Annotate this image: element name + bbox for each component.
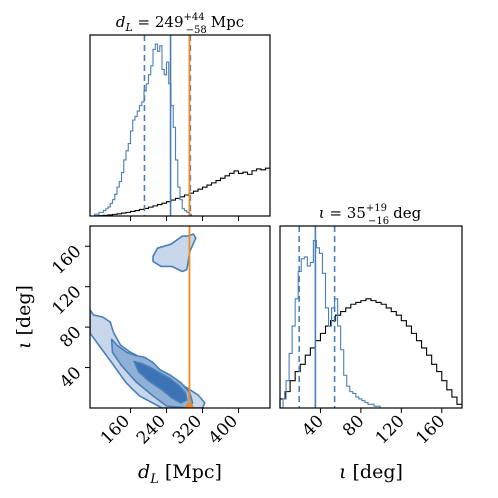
iota-axis-y-symbol: ι xyxy=(13,341,35,348)
iota-x-tick-label: 40 xyxy=(299,411,328,440)
iota-marginal-frame xyxy=(279,225,463,409)
iota-title-minus: −16 xyxy=(368,216,389,227)
iota-y-tick-label: 80 xyxy=(56,323,85,352)
dl-title: dL = 249+44 −58 Mpc xyxy=(116,12,244,36)
contour-level-4 xyxy=(133,360,188,404)
dl-axis-label: dL [Mpc] xyxy=(138,461,222,487)
contour-level-2 xyxy=(152,233,197,273)
iota-title-plus: +19 xyxy=(366,203,387,214)
iota-prior-histogram xyxy=(279,298,462,408)
dl-marginal-panel: dL = 249+44 −58 Mpc xyxy=(89,12,271,217)
iota-y-tick-label: 120 xyxy=(48,282,85,319)
joint-contour-panel xyxy=(89,225,271,409)
iota-x-tick-label: 80 xyxy=(339,411,368,440)
dl-tick-label: 240 xyxy=(133,411,170,448)
dl-title-eq: = xyxy=(133,13,155,31)
dl-title-plus: +44 xyxy=(184,12,205,23)
contour-injection-marker xyxy=(185,403,194,408)
dl-title-value: 249 xyxy=(155,13,184,31)
iota-y-tick-label: 160 xyxy=(48,242,85,279)
iota-title-unit: deg xyxy=(393,204,421,222)
dl-title-symbol: d xyxy=(116,13,126,31)
dl-title-subscript: L xyxy=(124,21,132,34)
dl-tick-label: 400 xyxy=(205,411,242,448)
iota-axis-x-unit: [deg] xyxy=(353,461,403,483)
dl-tick-label: 320 xyxy=(169,411,206,448)
dl-title-minus: −58 xyxy=(186,25,207,36)
iota-title: ι = 35+19 −16 deg xyxy=(319,203,422,227)
iota-posterior-histogram xyxy=(280,240,462,409)
iota-marginal-panel: ι = 35+19 −16 deg xyxy=(279,203,463,409)
iota-x-tick-label: 160 xyxy=(412,411,449,448)
iota-axis-label-y: ι [deg] xyxy=(13,285,35,349)
iota-title-eq: = xyxy=(325,204,347,222)
dl-axis-symbol: d xyxy=(138,461,150,483)
dl-marginal-frame xyxy=(89,34,271,217)
iota-axis-y-unit: [deg] xyxy=(13,285,35,335)
joint-contour-frame xyxy=(89,225,271,409)
iota-axis-label-x: ι [deg] xyxy=(339,461,403,483)
iota-title-value: 35 xyxy=(347,204,366,222)
iota-x-tick-label: 120 xyxy=(372,411,409,448)
dl-tick-label: 160 xyxy=(97,411,134,448)
dl-axis-subscript: L xyxy=(149,472,159,487)
iota-y-tick-label: 40 xyxy=(56,363,85,392)
dl-title-unit: Mpc xyxy=(211,13,244,31)
iota-axis-x-symbol: ι xyxy=(339,461,346,483)
dl-axis-unit: [Mpc] xyxy=(165,461,222,483)
dl-posterior-histogram xyxy=(90,43,270,217)
iota-title-symbol: ι xyxy=(319,204,325,222)
